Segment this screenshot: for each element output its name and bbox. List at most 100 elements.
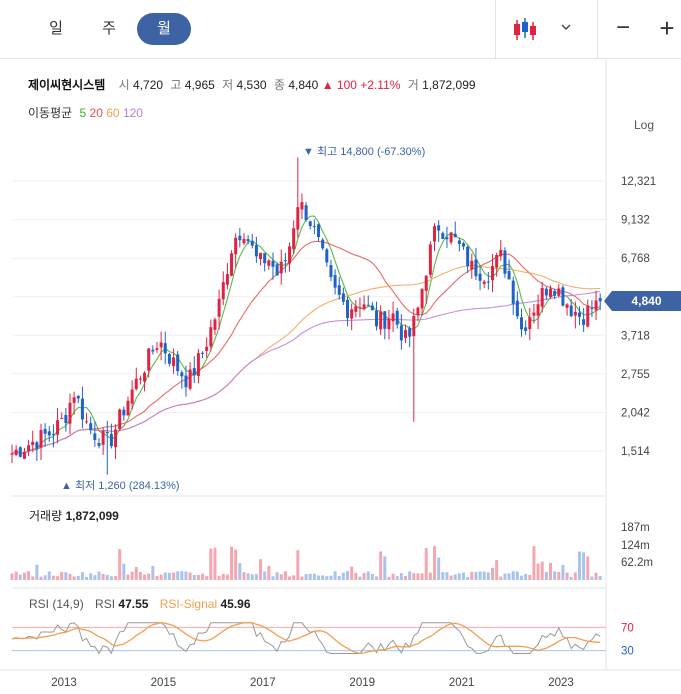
- candle-body: [176, 354, 180, 372]
- volume-bar: [379, 551, 383, 580]
- candle-body: [565, 304, 569, 308]
- stock-name: 제이씨현시스템: [28, 78, 106, 92]
- candle-body: [350, 309, 354, 319]
- ma-20-line: [11, 240, 601, 454]
- tab-weekly[interactable]: 주: [102, 20, 116, 37]
- volume-bar: [234, 549, 238, 580]
- volume-bar: [308, 573, 312, 580]
- candle-body: [18, 447, 22, 457]
- volume-bar: [138, 572, 142, 580]
- zoom-in-button[interactable]: +: [659, 13, 675, 43]
- candle-body: [114, 429, 118, 448]
- candle-body: [495, 255, 499, 268]
- volume-bar: [524, 573, 528, 580]
- volume-bar: [22, 572, 26, 580]
- candle-body: [250, 241, 254, 246]
- tab-daily[interactable]: 일: [49, 20, 63, 37]
- volume-bar: [93, 575, 97, 580]
- candle-body: [308, 221, 312, 227]
- x-tick-label: 2023: [548, 677, 574, 689]
- candle-body: [582, 319, 586, 325]
- volume-bar: [548, 562, 552, 580]
- volume-bar: [346, 571, 350, 580]
- ma-60: 60: [106, 106, 120, 120]
- y-tick-label: 1,514: [621, 446, 650, 458]
- candle-body: [60, 417, 64, 419]
- y-tick-label: 2,755: [621, 369, 650, 381]
- candle-body: [590, 308, 594, 310]
- volume-bar: [80, 572, 84, 580]
- volume-bar: [532, 546, 536, 580]
- volume-bar: [27, 571, 31, 580]
- y-tick-label: 3,718: [621, 330, 650, 342]
- moving-average-legend[interactable]: 이동평균 5 20 60 120: [28, 104, 143, 121]
- candle-body: [532, 312, 536, 316]
- candle-body: [172, 357, 176, 367]
- volume-bar: [321, 575, 325, 580]
- candle-body: [118, 409, 122, 430]
- candle-body: [416, 307, 420, 316]
- candle-body: [180, 372, 184, 377]
- rsi-line: [11, 622, 601, 655]
- volume-bar: [130, 571, 134, 580]
- candle-body: [412, 315, 416, 337]
- volume-bar: [225, 574, 229, 580]
- x-tick-label: 2013: [51, 677, 77, 689]
- candle-body: [263, 253, 267, 264]
- candle-body: [134, 378, 138, 390]
- volume-bar: [329, 575, 333, 580]
- volume-bar: [172, 572, 176, 580]
- candle-body: [201, 352, 205, 354]
- candle-body: [354, 306, 358, 312]
- candle-body: [97, 443, 101, 446]
- ma-20: 20: [89, 106, 103, 120]
- candle-body: [209, 327, 213, 347]
- rsi-signal-line: [11, 622, 601, 655]
- volume-bar: [56, 576, 60, 580]
- zoom-out-button[interactable]: −: [615, 14, 630, 41]
- volume-bar: [300, 576, 304, 580]
- chart-type-button[interactable]: [508, 14, 578, 44]
- candle-body: [528, 317, 532, 330]
- volume-bar: [176, 571, 180, 580]
- candle-body: [267, 260, 271, 266]
- candle-body: [304, 205, 308, 221]
- candle-body: [167, 353, 171, 364]
- volume-bar: [242, 572, 246, 580]
- candle-body: [93, 433, 97, 440]
- x-tick-label: 2019: [349, 677, 375, 689]
- volume-bar: [230, 546, 234, 580]
- candle-body: [428, 244, 432, 275]
- volume-bar: [503, 573, 507, 580]
- y-tick-label: 9,132: [621, 215, 650, 227]
- high-label: 고: [170, 78, 182, 92]
- candle-body: [80, 398, 84, 420]
- candle-body: [441, 233, 445, 239]
- candle-body: [466, 246, 470, 267]
- candle-body: [275, 264, 279, 276]
- volume-bar: [457, 573, 461, 580]
- candle-body: [548, 288, 552, 297]
- stock-info: 제이씨현시스템 시 4,720 고 4,965 저 4,530 종 4,840 …: [28, 76, 476, 93]
- candle-body: [317, 224, 321, 238]
- candle-body: [259, 252, 263, 260]
- candle-body: [358, 307, 362, 309]
- candle-body: [420, 289, 424, 309]
- volume-bar: [143, 574, 147, 580]
- volume-bar: [474, 572, 478, 580]
- volume-bar: [598, 576, 602, 580]
- volume-bar: [205, 576, 209, 580]
- top-toolbar: 일 주 월 − +: [0, 0, 681, 59]
- candle-body: [213, 319, 217, 330]
- candle-body: [457, 240, 461, 244]
- candle-body: [279, 261, 283, 274]
- candle-body: [586, 305, 590, 327]
- tab-monthly[interactable]: 월: [137, 13, 191, 45]
- candle-body: [519, 317, 523, 330]
- volume-bar: [213, 547, 217, 580]
- volume-bar: [416, 573, 420, 580]
- log-scale-toggle[interactable]: Log: [634, 118, 655, 132]
- rsi-value: 47.55: [118, 597, 149, 611]
- change-value: ▲ 100: [321, 78, 357, 92]
